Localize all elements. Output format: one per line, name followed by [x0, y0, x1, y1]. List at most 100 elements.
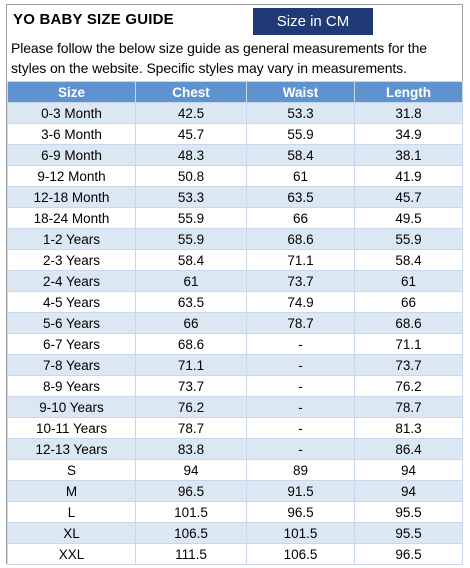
cell-size: 7-8 Years — [7, 354, 136, 376]
cell-chest: 68.6 — [135, 333, 247, 355]
cell-size: 6-7 Years — [7, 333, 136, 355]
cell-chest: 111.5 — [135, 543, 247, 565]
cell-chest: 55.9 — [135, 228, 247, 250]
table-row: 8-9 Years 73.7-76.2 — [7, 375, 463, 397]
cell-chest: 48.3 — [135, 144, 247, 166]
table-row: 3-6 Month 45.7 55.9 34.9 — [7, 123, 463, 145]
cell-chest: 83.8 — [135, 438, 247, 460]
cell-length: 81.3 — [354, 417, 463, 439]
cell-length: 41.9 — [354, 165, 463, 187]
table-row: M 96.5 91.5 94 — [7, 480, 463, 502]
cell-size: 9-10 Years — [7, 396, 136, 418]
cell-waist: - — [246, 417, 355, 439]
cell-chest: 73.7 — [135, 375, 247, 397]
cell-waist: 101.5 — [246, 522, 355, 544]
cell-chest: 101.5 — [135, 501, 247, 523]
table-row: 6-7 Years 68.6-71.1 — [7, 333, 463, 355]
table-header-row: Size Chest Waist Length — [7, 81, 463, 103]
cell-length: 94 — [354, 480, 463, 502]
cell-length: 55.9 — [354, 228, 463, 250]
cell-waist: 91.5 — [246, 480, 355, 502]
table-row: 7-8 Years 71.1-73.7 — [7, 354, 463, 376]
cell-waist: 68.6 — [246, 228, 355, 250]
cell-length: 31.8 — [354, 102, 463, 124]
cell-length: 95.5 — [354, 522, 463, 544]
cell-size: 2-4 Years — [7, 270, 136, 292]
cell-waist: 89 — [246, 459, 355, 481]
table-row: 12-18 Month 53.3 63.5 45.7 — [7, 186, 463, 208]
table-row: L 101.5 96.5 95.5 — [7, 501, 463, 523]
cell-chest: 66 — [135, 312, 247, 334]
cell-size: L — [7, 501, 136, 523]
cell-length: 45.7 — [354, 186, 463, 208]
cell-length: 71.1 — [354, 333, 463, 355]
table-row: 9-10 Years 76.2-78.7 — [7, 396, 463, 418]
cell-waist: - — [246, 396, 355, 418]
cell-waist: 74.9 — [246, 291, 355, 313]
cell-length: 58.4 — [354, 249, 463, 271]
cell-size: 6-9 Month — [7, 144, 136, 166]
intro-text: Please follow the below size guide as ge… — [11, 40, 427, 76]
cell-chest: 63.5 — [135, 291, 247, 313]
cell-waist: 106.5 — [246, 543, 355, 565]
cell-waist: 66 — [246, 207, 355, 229]
cell-size: 9-12 Month — [7, 165, 136, 187]
cell-waist: 58.4 — [246, 144, 355, 166]
cell-chest: 78.7 — [135, 417, 247, 439]
cell-size: 3-6 Month — [7, 123, 136, 145]
header-size: Size — [7, 81, 136, 103]
cell-chest: 45.7 — [135, 123, 247, 145]
cell-chest: 55.9 — [135, 207, 247, 229]
cell-length: 94 — [354, 459, 463, 481]
cell-length: 86.4 — [354, 438, 463, 460]
cell-chest: 50.8 — [135, 165, 247, 187]
cell-size: XL — [7, 522, 136, 544]
title-row: YO BABY SIZE GUIDE Size in CM — [7, 5, 462, 35]
cell-size: 12-13 Years — [7, 438, 136, 460]
cell-size: S — [7, 459, 136, 481]
table-row: XXL 111.5 106.5 96.5 — [7, 543, 463, 565]
cell-size: 2-3 Years — [7, 249, 136, 271]
size-table: Size Chest Waist Length 0-3 Month 42.5 53.… — [7, 81, 463, 565]
cell-size: 1-2 Years — [7, 228, 136, 250]
cell-chest: 61 — [135, 270, 247, 292]
cell-length: 73.7 — [354, 354, 463, 376]
cell-length: 68.6 — [354, 312, 463, 334]
cell-waist: - — [246, 375, 355, 397]
cell-length: 49.5 — [354, 207, 463, 229]
cell-waist: 71.1 — [246, 249, 355, 271]
cell-waist: 73.7 — [246, 270, 355, 292]
cell-size: 8-9 Years — [7, 375, 136, 397]
cell-size: XXL — [7, 543, 136, 565]
table-row: XL 106.5 101.5 95.5 — [7, 522, 463, 544]
cell-waist: 53.3 — [246, 102, 355, 124]
cell-length: 76.2 — [354, 375, 463, 397]
table-row: 12-13 Years 83.8-86.4 — [7, 438, 463, 460]
header-length: Length — [354, 81, 463, 103]
cell-chest: 96.5 — [135, 480, 247, 502]
cell-length: 66 — [354, 291, 463, 313]
cell-waist: - — [246, 333, 355, 355]
table-row: S 94 89 94 — [7, 459, 463, 481]
table-row: 18-24 Month 55.9 66 49.5 — [7, 207, 463, 229]
cell-size: 5-6 Years — [7, 312, 136, 334]
table-row: 2-3 Years 58.4 71.1 58.4 — [7, 249, 463, 271]
size-guide-sheet: YO BABY SIZE GUIDE Size in CM Please fol… — [6, 4, 463, 565]
header-waist: Waist — [246, 81, 355, 103]
cell-chest: 71.1 — [135, 354, 247, 376]
page-title: YO BABY SIZE GUIDE — [13, 11, 174, 28]
cell-size: 18-24 Month — [7, 207, 136, 229]
cell-waist: 55.9 — [246, 123, 355, 145]
cell-chest: 53.3 — [135, 186, 247, 208]
cell-chest: 94 — [135, 459, 247, 481]
cell-length: 38.1 — [354, 144, 463, 166]
table-row: 0-3 Month 42.5 53.3 31.8 — [7, 102, 463, 124]
cell-chest: 58.4 — [135, 249, 247, 271]
table-row: 5-6 Years 66 78.7 68.6 — [7, 312, 463, 334]
cell-size: 4-5 Years — [7, 291, 136, 313]
unit-badge: Size in CM — [253, 8, 373, 35]
cell-size: 12-18 Month — [7, 186, 136, 208]
cell-size: 0-3 Month — [7, 102, 136, 124]
cell-waist: 63.5 — [246, 186, 355, 208]
table-row: 6-9 Month 48.3 58.4 38.1 — [7, 144, 463, 166]
